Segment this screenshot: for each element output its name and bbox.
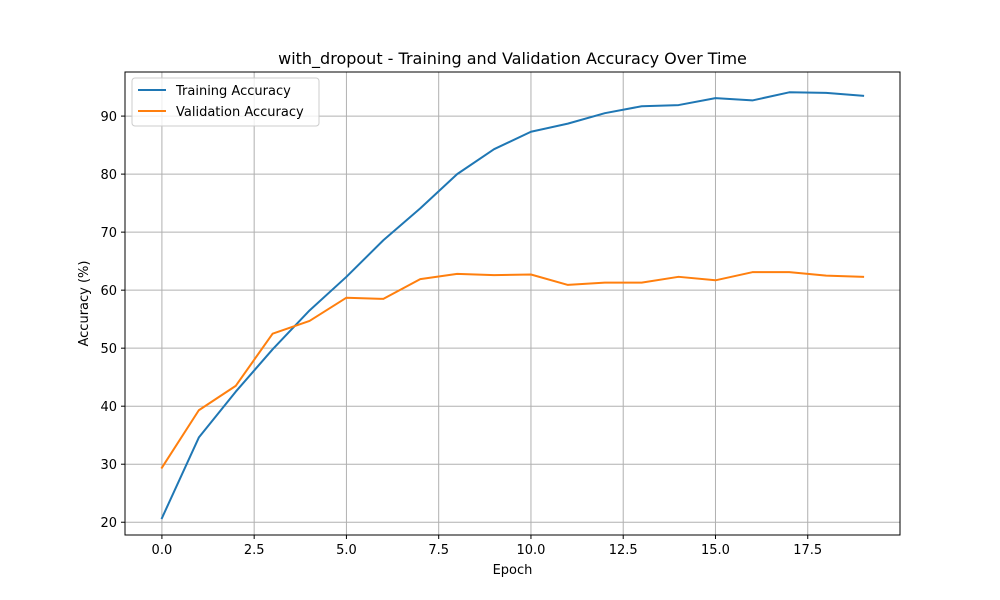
legend-label-training: Training Accuracy [175, 84, 291, 99]
x-axis-label: Epoch [493, 563, 533, 578]
series-layer [160, 91, 865, 520]
x-tick-label: 17.5 [793, 543, 822, 558]
y-tick-label: 30 [100, 458, 117, 473]
plot-frame [124, 71, 901, 536]
y-tick-label: 90 [100, 110, 117, 125]
legend-label-validation: Validation Accuracy [176, 105, 304, 120]
y-tick-label: 70 [100, 226, 117, 241]
y-tick-label: 40 [100, 400, 117, 415]
x-tick-label: 10.0 [516, 543, 545, 558]
y-tick-label: 20 [100, 516, 117, 531]
x-tick-label: 0.0 [152, 543, 173, 558]
x-tick-label: 12.5 [609, 543, 638, 558]
y-tick-label: 60 [100, 284, 117, 299]
legend-box [131, 77, 320, 127]
y-tick-label: 80 [100, 168, 117, 183]
chart-title: with_dropout - Training and Validation A… [278, 49, 747, 69]
x-tick-label: 5.0 [336, 543, 357, 558]
series-line-validation-accuracy [160, 271, 865, 470]
x-tick-label: 7.5 [428, 543, 449, 558]
legend: Training Accuracy Validation Accuracy [131, 77, 320, 127]
series-line-training-accuracy [160, 91, 865, 520]
x-tick-label: 15.0 [701, 543, 730, 558]
y-tick-label: 50 [100, 342, 117, 357]
tick-layer: 0.0 2.5 5.0 7.5 10.0 12.5 15.0 17.5 20 30 40 50 60 70… [100, 110, 822, 558]
y-axis-label: Accuracy (%) [77, 261, 92, 347]
x-tick-label: 2.5 [244, 543, 265, 558]
grid-layer [125, 72, 900, 535]
